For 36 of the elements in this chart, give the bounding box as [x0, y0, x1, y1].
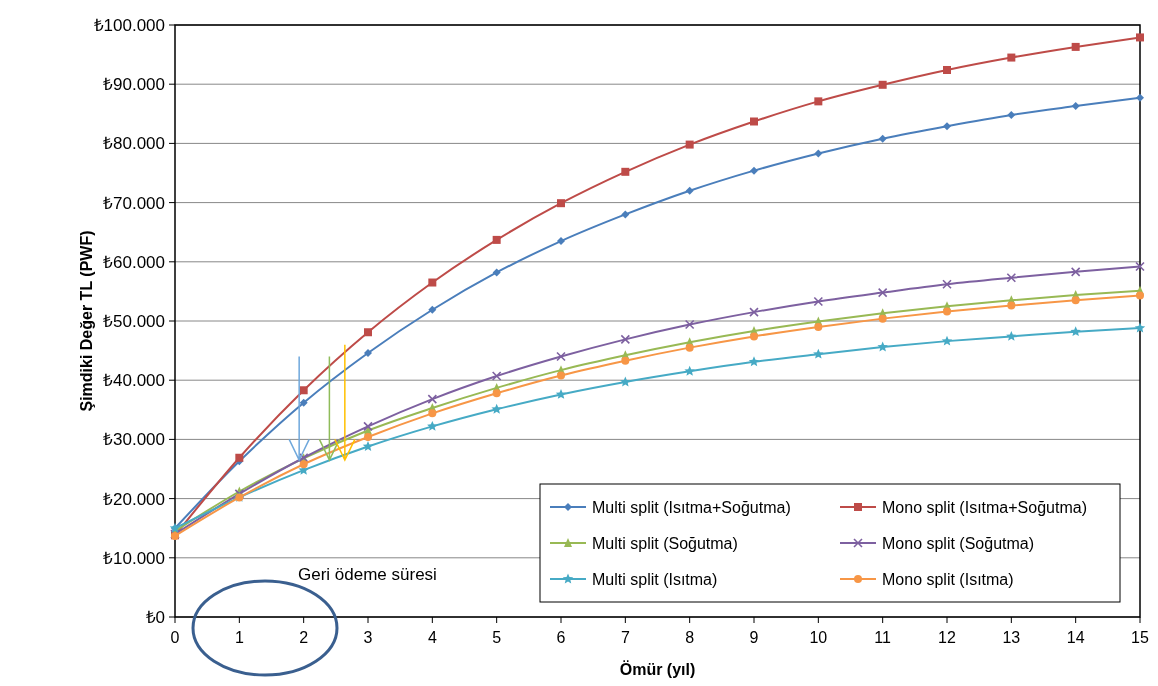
x-tick-label: 4: [427, 629, 437, 646]
x-tick-label: 5: [492, 629, 502, 646]
x-axis-title: Ömür (yıl): [619, 660, 696, 678]
y-tick-label: ₺0: [145, 607, 165, 627]
y-tick-label: ₺100.000: [93, 15, 165, 35]
x-tick-label: 1: [234, 629, 244, 646]
legend-label: Multi split (Isıtma): [592, 570, 718, 588]
y-tick-label: ₺40.000: [103, 371, 165, 391]
y-tick-label: ₺20.000: [103, 489, 165, 509]
legend-label: Multi split (Soğutma): [592, 534, 738, 552]
x-tick-label: 9: [749, 629, 759, 646]
legend-label: Multi split (Isıtma+Soğutma): [592, 498, 791, 516]
x-tick-label: 2: [299, 629, 309, 646]
x-tick-label: 14: [1066, 629, 1085, 646]
x-tick-label: 0: [170, 629, 180, 646]
x-tick-label: 8: [685, 629, 695, 646]
y-tick-label: ₺30.000: [103, 430, 165, 450]
x-tick-label: 10: [809, 629, 828, 646]
x-tick-label: 11: [874, 629, 892, 646]
x-tick-label: 12: [938, 629, 956, 646]
y-axis-title: Şimdiki Değer TL (PWF): [78, 230, 95, 412]
y-tick-label: ₺60.000: [103, 252, 165, 272]
y-tick-label: ₺50.000: [103, 311, 165, 331]
x-tick-label: 7: [620, 629, 630, 646]
x-tick-label: 15: [1131, 629, 1149, 646]
legend-label: Mono split (Isıtma+Soğutma): [882, 498, 1087, 516]
y-tick-label: ₺10.000: [103, 548, 165, 568]
x-tick-label: 6: [556, 629, 566, 646]
legend-label: Mono split (Soğutma): [882, 534, 1035, 552]
legend-label: Mono split (Isıtma): [882, 570, 1014, 588]
y-tick-label: ₺90.000: [103, 75, 165, 95]
y-tick-label: ₺80.000: [103, 134, 165, 154]
x-tick-label: 13: [1002, 629, 1021, 646]
y-tick-label: ₺70.000: [103, 193, 165, 213]
x-tick-label: 3: [363, 629, 373, 646]
annotation: Geri ödeme süresi: [298, 565, 437, 584]
